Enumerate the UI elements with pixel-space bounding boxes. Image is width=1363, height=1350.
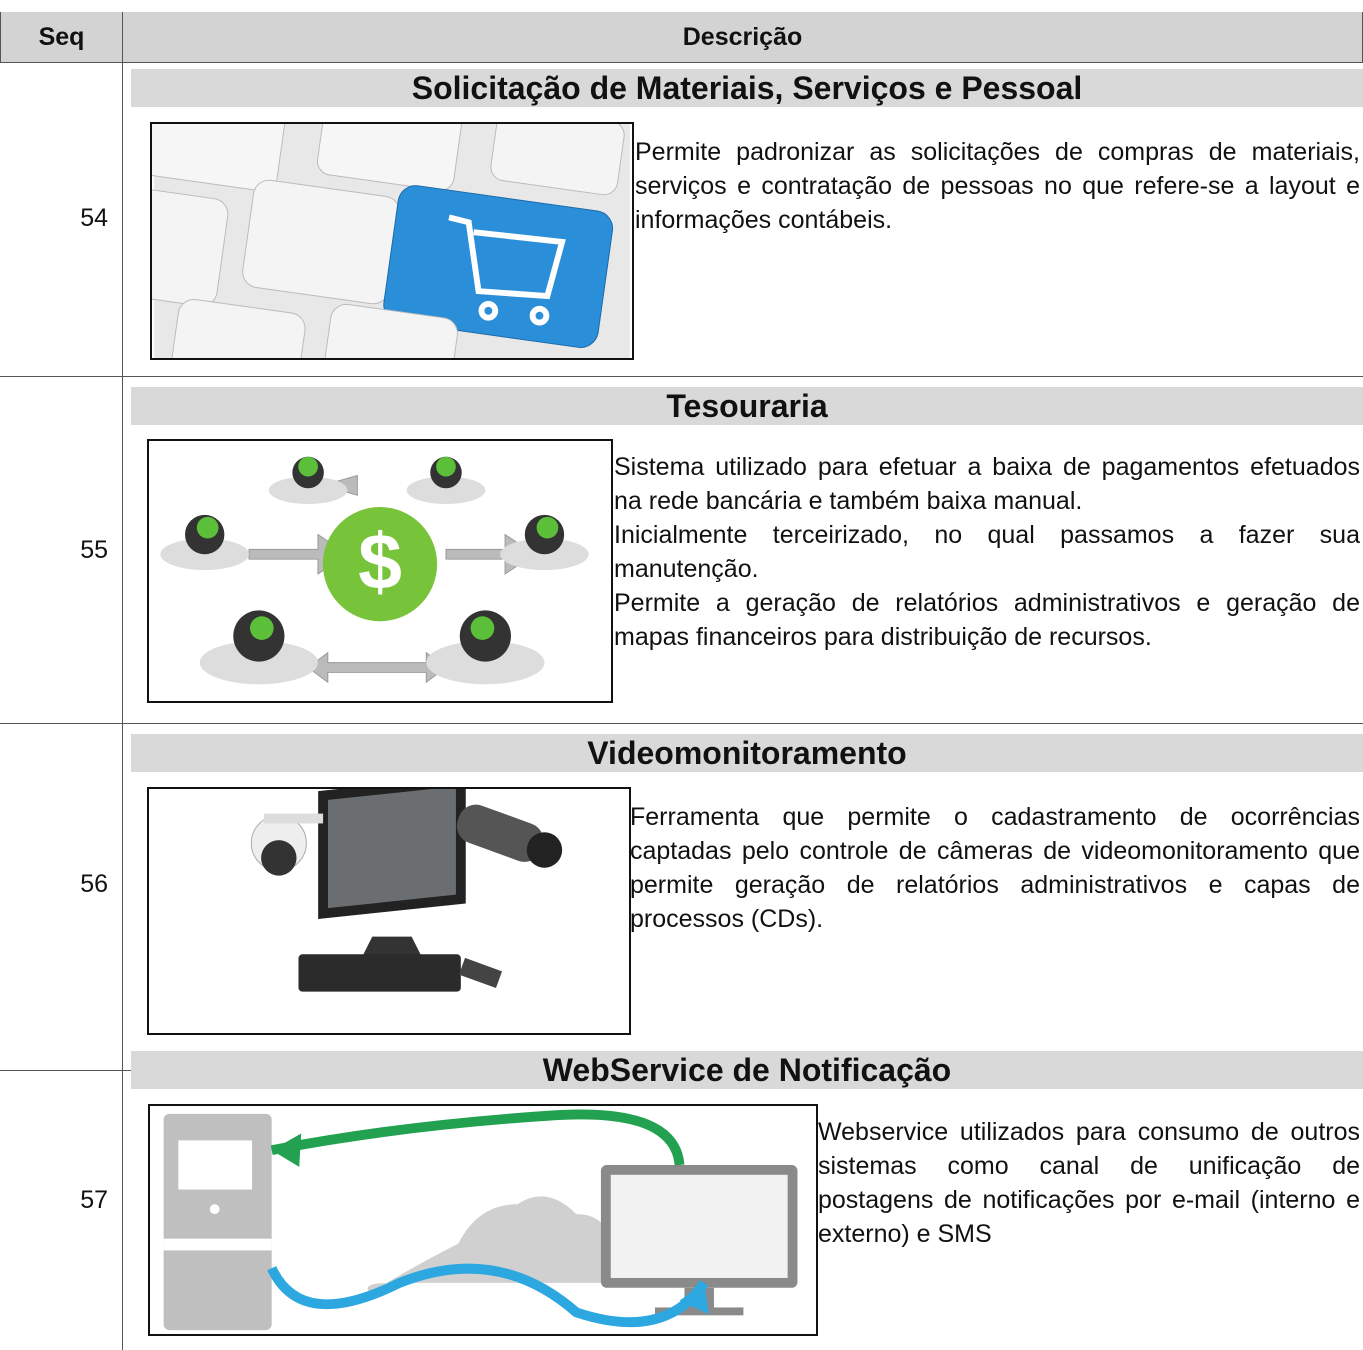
keyboard-image [150, 122, 634, 360]
seq: 54 [80, 204, 108, 232]
cctv-image [147, 787, 631, 1035]
border [0, 376, 1363, 377]
webservice-image [148, 1104, 818, 1336]
illustration: $ [160, 456, 589, 685]
paragraph: Permite padronizar as solicitações de co… [635, 138, 1360, 234]
seq: 56 [80, 870, 108, 898]
section-title: Videomonitoramento [131, 734, 1363, 772]
border [122, 12, 123, 1350]
section-title: WebService de Notificação [131, 1051, 1363, 1089]
description: Sistema utilizado para efetuar a baixa d… [614, 450, 1360, 654]
description: Permite padronizar as solicitações de co… [635, 135, 1360, 237]
svg-text:$: $ [358, 518, 402, 606]
border [0, 62, 1363, 63]
paragraph: Permite a geração de relatórios administ… [614, 589, 1360, 651]
seq: 55 [80, 536, 108, 564]
illustration [152, 124, 630, 358]
header-seq: Seq [1, 12, 122, 62]
header-description: Descrição [123, 12, 1362, 62]
description: Webservice utilizados para consumo de ou… [818, 1115, 1360, 1251]
section-title: Tesouraria [131, 387, 1363, 425]
border [0, 12, 1, 62]
paragraph: Ferramenta que permite o cadastramento d… [630, 803, 1360, 933]
paragraph: Inicialmente terceirizado, no qual passa… [614, 521, 1360, 583]
treasury-image: $ [147, 439, 613, 703]
paragraph: Sistema utilizado para efetuar a baixa d… [614, 453, 1360, 515]
border [0, 723, 1363, 724]
paragraph: Webservice utilizados para consumo de ou… [818, 1118, 1360, 1248]
description: Ferramenta que permite o cadastramento d… [630, 800, 1360, 936]
illustration [250, 789, 563, 992]
illustration [163, 1109, 798, 1331]
section-title: Solicitação de Materiais, Serviços e Pes… [131, 69, 1363, 107]
seq: 57 [80, 1186, 108, 1214]
